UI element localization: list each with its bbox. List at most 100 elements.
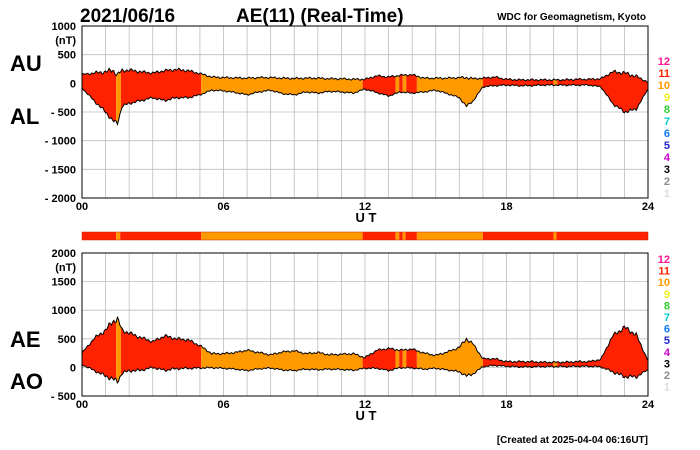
au-al-y-tick-label: 1000: [52, 21, 76, 33]
au-al-x-label: U T: [356, 210, 377, 225]
au-al-y-tick-label: 500: [58, 50, 76, 62]
au-al-fill-segment: [553, 78, 558, 86]
station-count-scale-label: 8: [664, 104, 670, 116]
station-count-scale-label: 3: [664, 164, 670, 176]
ae-ao-y-tick-label: - 500: [51, 391, 76, 403]
au-al-y-tick-label: - 2000: [45, 193, 76, 205]
au-al-lower-line: [81, 83, 649, 127]
station-count-scale-label: 12: [658, 254, 670, 266]
date-title: 2021/06/16: [80, 6, 175, 27]
ae-ao-y-tick-label: 2000: [52, 248, 76, 260]
au-al-fill-segment: [557, 70, 648, 113]
station-count-scale-label: 6: [664, 128, 670, 140]
ae-ao-fill-segment: [557, 326, 648, 379]
station-count-scale-label: 9: [664, 92, 670, 104]
station-count-bar: [81, 231, 649, 241]
au-al-fill-segment: [406, 74, 417, 94]
ae-ao-y-tick-label: 1000: [52, 305, 76, 317]
station-count-scale-label: 1: [664, 382, 670, 394]
au-al-fill-segment: [120, 68, 202, 111]
station-count-segment: [399, 232, 403, 240]
au-series-label: AU: [10, 51, 42, 76]
station-count-scale-label: 12: [658, 56, 670, 68]
station-count-scale-label: 2: [664, 176, 670, 188]
ao-series-label: AO: [10, 369, 43, 394]
station-count-scale-label: 9: [664, 289, 670, 301]
ae-ao-fill-segment: [406, 348, 417, 370]
ae-series-label: AE: [10, 327, 41, 352]
au-al-fill-segment: [395, 75, 400, 94]
au-al-fill-segment: [482, 76, 554, 88]
ae-ao-grid: [82, 252, 648, 397]
au-al-x-tick-label: 12: [359, 201, 371, 213]
station-count-segment: [82, 232, 117, 240]
station-count-scale-label: 6: [664, 324, 670, 336]
station-count-segment: [402, 232, 406, 240]
au-al-series: [81, 67, 649, 127]
station-count-segment: [553, 232, 557, 240]
station-count-scale-label: 2: [664, 370, 670, 382]
station-count-scale-label: 8: [664, 300, 670, 312]
ae-ao-lower-line: [81, 364, 649, 385]
station-count-scale-label: 10: [658, 277, 670, 289]
au-al-x-tick-label: 18: [500, 201, 512, 213]
au-al-panel: 1000 500 0 - 500 - 1000 - 1500 - 2000 00 06 12 18…: [10, 21, 655, 225]
station-count-scale-label: 10: [658, 80, 670, 92]
ae-ao-x-tick-label: 06: [217, 399, 229, 411]
ae-ao-x-tick-label: 18: [500, 399, 512, 411]
au-al-fill-segment: [399, 74, 403, 93]
au-al-fill-segment: [416, 76, 483, 107]
al-series-label: AL: [10, 104, 39, 129]
ae-ao-y-unit: (nT): [55, 262, 76, 274]
station-count-segment: [120, 232, 202, 240]
ae-ao-fill-segment: [362, 347, 396, 372]
au-al-upper-line: [81, 67, 649, 83]
station-count-segment: [201, 232, 363, 240]
au-al-y-ticks: 1000 500 0 - 500 - 1000 - 1500 - 2000: [45, 21, 76, 205]
au-al-fill-segment: [116, 71, 121, 125]
ae-ao-fill-segment: [399, 349, 403, 369]
au-al-y-tick-label: - 1000: [45, 136, 76, 148]
station-count-scale-label: 11: [658, 266, 670, 278]
au-al-grid: [82, 25, 648, 199]
ae-ao-fill-segment: [482, 357, 554, 368]
ae-ao-fill-segment: [82, 320, 117, 381]
au-al-x-tick-label: 06: [217, 201, 229, 213]
au-al-y-tick-label: 0: [70, 78, 76, 90]
ae-ao-x-label: U T: [356, 408, 377, 423]
au-al-fill-segment: [201, 72, 363, 96]
source-credit: WDC for Geomagnetism, Kyoto: [497, 12, 646, 23]
ae-ao-series: [81, 315, 649, 385]
station-count-segment: [395, 232, 400, 240]
station-count-segment: [416, 232, 483, 240]
station-count-segment: [405, 232, 417, 240]
au-al-x-ticks: 00 06 12 18 24: [76, 201, 655, 213]
station-count-scale-label: 3: [664, 358, 670, 370]
station-count-segment: [362, 232, 396, 240]
ae-ao-fill-segment: [395, 349, 400, 369]
ae-ao-plot-frame: [81, 252, 649, 397]
station-count-segment: [116, 232, 121, 240]
ae-ao-upper-line: [81, 315, 649, 364]
au-al-fill-segment: [362, 75, 396, 97]
ae-ao-x-tick-label: 12: [359, 399, 371, 411]
ae-ao-y-tick-label: 1500: [52, 277, 76, 289]
au-al-y-unit: (nT): [55, 35, 76, 47]
station-count-segment: [556, 232, 648, 240]
station-count-scale-label: 5: [664, 335, 670, 347]
au-al-plot-frame: [81, 25, 649, 199]
ae-ao-y-ticks: 2000 1500 1000 500 0 - 500: [51, 248, 76, 403]
ae-ao-fill-segment: [402, 349, 407, 369]
au-al-fill-segment: [402, 74, 407, 93]
station-count-scale-label: 1: [664, 188, 670, 200]
ae-ao-fill-segment: [120, 327, 202, 376]
ae-ao-panel: 2000 1500 1000 500 0 - 500 00 06 12 18 24 (nT) U …: [10, 248, 655, 423]
ae-ao-y-tick-label: 500: [58, 334, 76, 346]
ae-ao-x-tick-label: 24: [642, 399, 655, 411]
station-count-scale-label: 11: [658, 68, 670, 80]
station-count-scale-label: 4: [664, 152, 671, 164]
station-count-frame: [81, 231, 649, 241]
